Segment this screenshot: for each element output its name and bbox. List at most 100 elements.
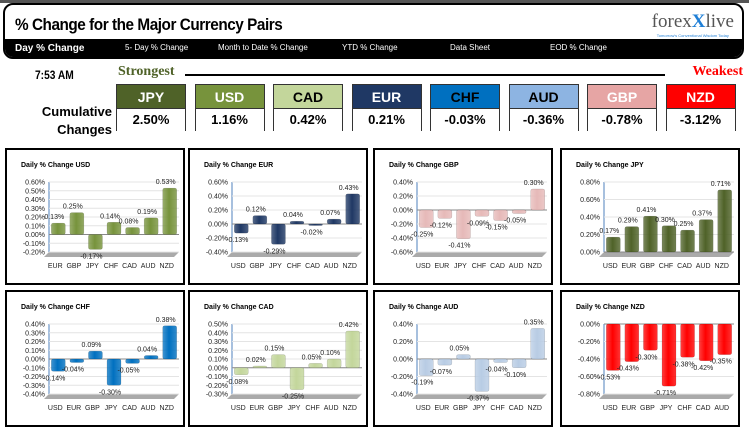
data-label: 0.05% [302,354,322,361]
bar-jpy [289,367,305,390]
y-tick-label: 0.60% [580,197,600,204]
data-label: 0.30% [524,180,544,187]
y-tick-label: -0.60% [578,374,600,381]
bar-cad [680,229,695,253]
data-label: -0.13% [226,237,248,244]
bar-nzd [530,328,545,360]
x-tick-label: NZD [528,405,542,412]
data-label: 0.04% [137,347,157,354]
chart-title: Daily % Change NZD [576,304,645,311]
data-label: 0.07% [320,210,340,217]
x-tick-label: AUD [141,263,156,270]
x-tick-label: CAD [122,263,137,270]
bar-gbp [271,354,286,368]
cumulative-value: -0.36% [509,109,578,131]
tab-eod-change[interactable]: EOD % Change [550,43,607,52]
data-label: -0.02% [300,229,322,236]
x-tick-label: CHF [287,263,301,270]
data-label: 0.42% [339,322,359,329]
currency-box-aud: AUD -0.36% [508,84,579,131]
page-title: % Change for the Major Currency Pairs [15,15,283,34]
data-label: 0.09% [81,342,101,349]
bar-gbp [252,215,268,225]
bar-eur [437,358,453,366]
bar-gbp [69,212,85,235]
data-label: 0.41% [636,207,656,214]
x-tick-label: NZD [343,405,357,412]
x-tick-label: CHF [490,405,504,412]
header: % Change for the Major Currency Pairs fo… [3,3,744,59]
tab-ytd-change[interactable]: YTD % Change [342,43,398,52]
data-label: 0.14% [100,213,120,220]
strength-rule [185,74,665,76]
tab-day-change[interactable]: Day % Change [15,43,85,54]
data-label: -0.04% [62,367,84,374]
tab-5-day-change[interactable]: 5- Day % Change [125,43,189,52]
data-label: -0.38% [672,361,694,368]
y-tick-label: 0.00% [580,322,600,329]
x-tick-label: JPY [473,405,486,412]
cumulative-value: 1.16% [195,109,264,131]
chart-aud: Daily % Change AUD -0.40% -0.20% 0.00% 0.20%… [373,290,553,427]
y-tick-label: 0.20% [580,232,600,239]
y-tick-label: -0.80% [578,392,600,399]
currency-code: CAD [274,85,342,109]
x-tick-label: JPY [105,405,118,412]
data-label: 0.25% [63,204,83,211]
y-tick-label: -0.30% [206,392,228,399]
x-tick-label: NZD [528,263,542,270]
data-label: -0.10% [504,372,526,379]
cumulative-value: 0.42% [274,109,342,131]
data-label: -0.15% [485,225,507,232]
y-tick-label: -0.20% [206,236,228,243]
data-label: 0.17% [599,228,619,235]
x-tick-label: CHF [659,263,673,270]
bar-gbp [643,215,658,253]
y-tick-label: 0.80% [580,180,600,187]
currency-code: CHF [431,85,499,109]
data-label: -0.04% [485,367,507,374]
y-tick-label: -0.20% [23,250,45,257]
bar-chf [661,225,677,253]
x-tick-label: CHF [677,405,691,412]
bar-aud [326,358,342,368]
x-tick-label: EUR [66,405,81,412]
bar-usd [234,223,249,234]
y-tick-label: 0.40% [208,194,228,201]
x-tick-label: CAD [677,263,692,270]
currency-code: USD [195,85,264,109]
data-label: -0.71% [654,390,676,397]
bar-aud [143,355,159,360]
cumulative-value: -3.12% [666,109,735,131]
strongest-label: Strongest [118,64,175,79]
data-label: 0.13% [44,214,64,221]
data-label: -0.17% [80,253,102,260]
bar-chf [308,363,323,368]
y-tick-label: 0.00% [208,222,228,229]
chart-title: Daily % Change CHF [21,304,91,311]
y-tick-label: 0.00% [25,232,45,239]
y-tick-label: 0.00% [208,365,228,372]
chart-title: Daily % Change USD [21,162,90,169]
y-tick-label: -0.20% [206,383,228,390]
x-tick-label: USD [416,405,431,412]
bar-aud [717,323,732,355]
data-label: 0.05% [449,346,469,353]
data-label: 0.12% [246,207,266,214]
x-tick-label: AUD [696,263,711,270]
x-tick-label: CAD [490,263,505,270]
tab-month-to-date[interactable]: Month to Date % Change [218,43,308,52]
data-label: 0.10% [320,350,340,357]
bar-cad [511,358,527,368]
x-tick-label: GBP [453,405,468,412]
bar-cad [125,227,140,235]
bar-usd [419,358,434,376]
chart-jpy: Daily % Change JPY 0.00% 0.20% 0.40% 0.60% 0.… [560,148,740,285]
x-tick-label: EUR [48,263,63,270]
x-tick-label: USD [603,263,618,270]
x-tick-label: GBP [640,405,655,412]
tab-data-sheet[interactable]: Data Sheet [450,43,491,52]
chart-usd: Daily % Change USD -0.20% -0.10% 0.00% 0.10%… [5,148,185,285]
currency-box-nzd: NZD -3.12% [665,84,736,131]
x-tick-label: NZD [715,263,729,270]
